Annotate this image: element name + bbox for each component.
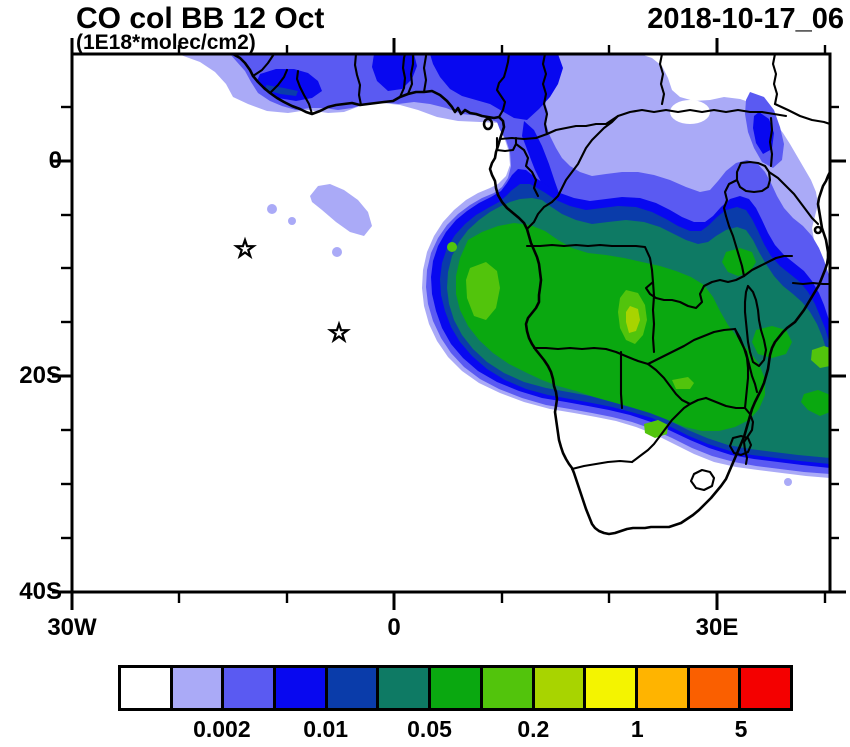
colorbar-cell: [431, 668, 483, 708]
colorbar-cell: [224, 668, 277, 708]
y-tick-label-20s: 20S: [19, 362, 62, 389]
units-label: (1E18*molec/cm2): [76, 31, 256, 54]
y-tick-label-0: 0: [48, 147, 62, 174]
colorbar-cell: [689, 668, 742, 708]
contour-yellowgreen: [626, 306, 640, 333]
colorbar-label: 0.2: [517, 716, 550, 742]
colorbar-cell: [276, 668, 328, 708]
x-tick-label-0: 0: [387, 614, 401, 641]
colorbar-label: 0.002: [193, 716, 251, 742]
star-marker-icon: [327, 320, 351, 344]
y-tick-label-40s: 40S: [19, 578, 62, 605]
star-marker-icon: [233, 236, 257, 260]
colorbar-cell: [741, 668, 790, 708]
station-markers: [233, 236, 351, 344]
axis-ticks: [52, 38, 846, 610]
bioko-island: [482, 117, 494, 131]
colorbar-label: 0.05: [407, 716, 452, 742]
colorbar-cell: [534, 668, 587, 708]
colorbar: [118, 665, 793, 711]
colorbar-cell: [482, 668, 535, 708]
colorbar-cell: [172, 668, 225, 708]
colorbar-cell: [327, 668, 380, 708]
colorbar-cell: [121, 668, 173, 708]
date-label: 2018-10-17_06: [647, 3, 844, 35]
zanzibar-island: [813, 225, 823, 235]
contour-blue: [257, 69, 322, 101]
x-tick-label-30w: 30W: [47, 614, 97, 641]
colorbar-label: 5: [734, 716, 748, 742]
africa-coastline: [231, 54, 830, 536]
colorbar-cell: [586, 668, 638, 708]
colorbar-label: 1: [630, 716, 644, 742]
colorbar-cell: [637, 668, 690, 708]
x-tick-label-30e: 30E: [695, 614, 739, 641]
contour-field: [72, 54, 830, 592]
colorbar-label: 0.01: [303, 716, 349, 742]
colorbar-cell: [379, 668, 432, 708]
page-title: CO col BB 12 Oct: [76, 2, 325, 35]
country-borders: [251, 54, 830, 492]
